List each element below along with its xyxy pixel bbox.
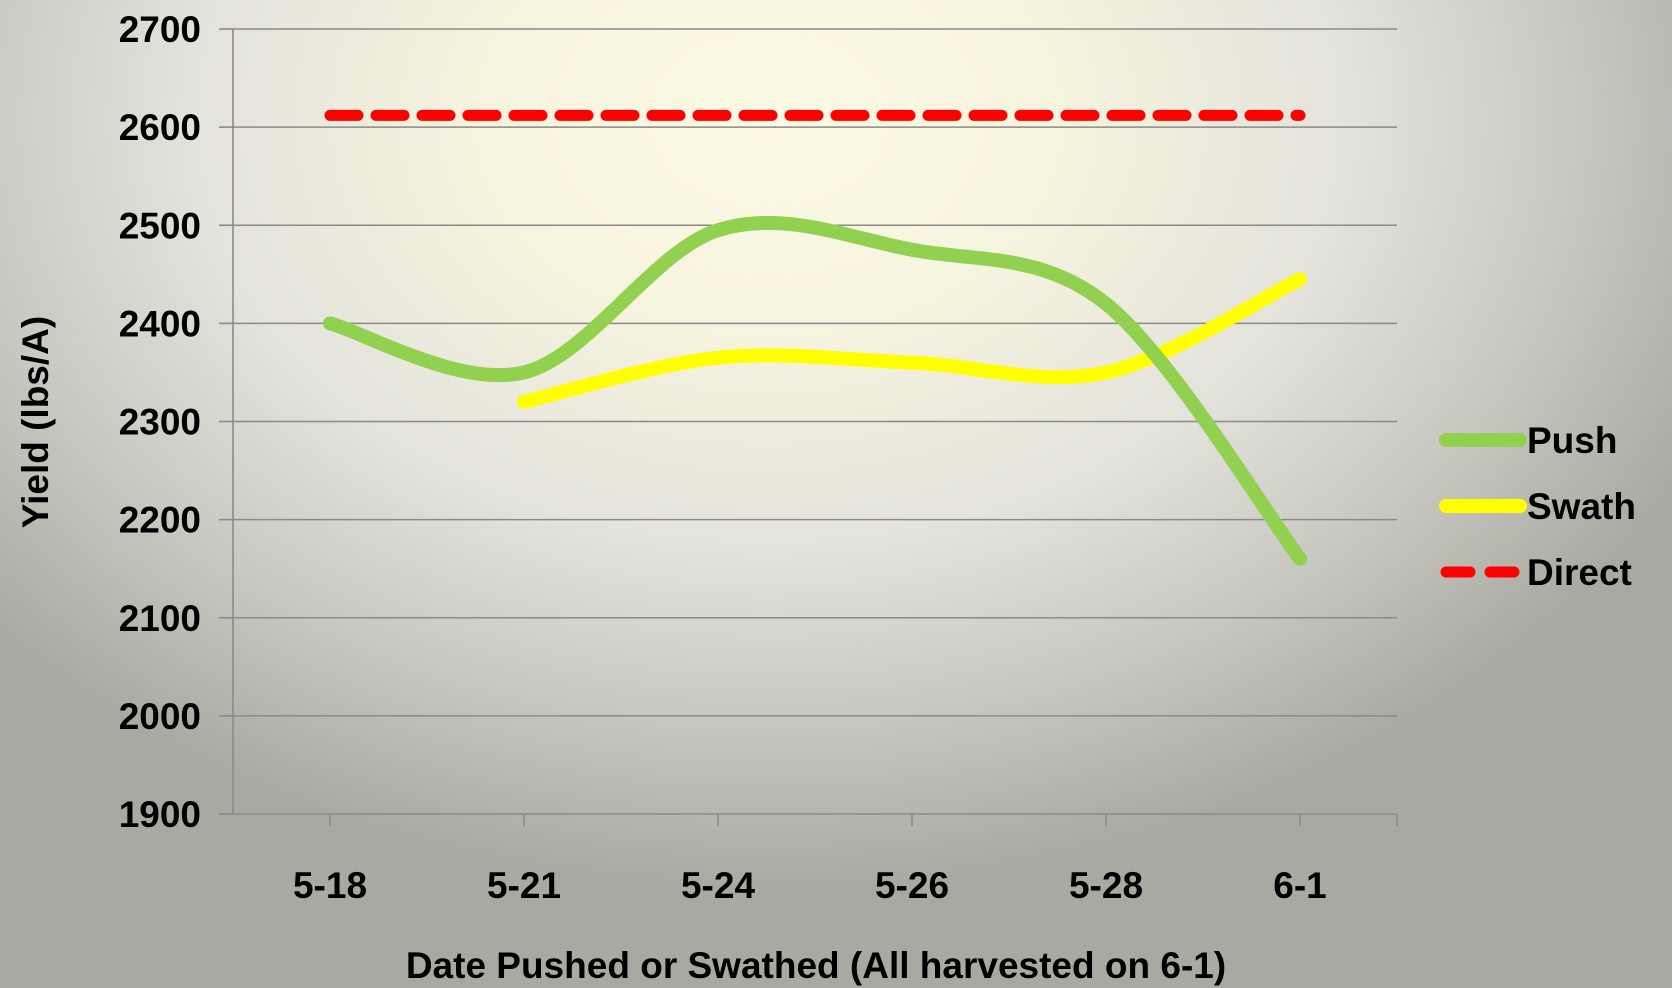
y-tick-label: 2500 — [119, 205, 201, 246]
series-lines — [323, 109, 1307, 566]
x-axis-title: Date Pushed or Swathed (All harvested on… — [406, 945, 1226, 986]
x-tick-labels: 5-18 5-21 5-24 5-26 5-28 6-1 — [293, 865, 1327, 906]
y-tick-label: 2100 — [119, 598, 201, 639]
x-tick-label: 5-18 — [293, 865, 367, 906]
y-tick-labels: 1900 2000 2100 2200 2300 2400 2500 2600 2700 — [119, 9, 201, 835]
series-line-swath — [517, 272, 1307, 409]
legend: Push Swath Direct — [1439, 420, 1636, 593]
y-tick-label: 2200 — [119, 500, 201, 541]
x-tick-label: 5-21 — [487, 865, 561, 906]
legend-label-swath: Swath — [1527, 486, 1636, 527]
y-tick-label: 2300 — [119, 402, 201, 443]
x-tick-label: 6-1 — [1273, 865, 1326, 906]
y-axis-title: Yield (lbs/A) — [15, 316, 56, 528]
x-tick-label: 5-24 — [681, 865, 755, 906]
gridlines — [233, 28, 1397, 717]
y-tick-label: 2700 — [119, 9, 201, 50]
x-tick-label: 5-26 — [875, 865, 949, 906]
x-tick-label: 5-28 — [1069, 865, 1143, 906]
series-line-push — [323, 215, 1307, 566]
legend-label-direct: Direct — [1527, 552, 1632, 593]
y-tick-label: 1900 — [119, 794, 201, 835]
y-tick-label: 2400 — [119, 303, 201, 344]
y-tick-label: 2600 — [119, 107, 201, 148]
y-tick-label: 2000 — [119, 696, 201, 737]
legend-label-push: Push — [1527, 420, 1617, 461]
axes — [219, 28, 1398, 826]
